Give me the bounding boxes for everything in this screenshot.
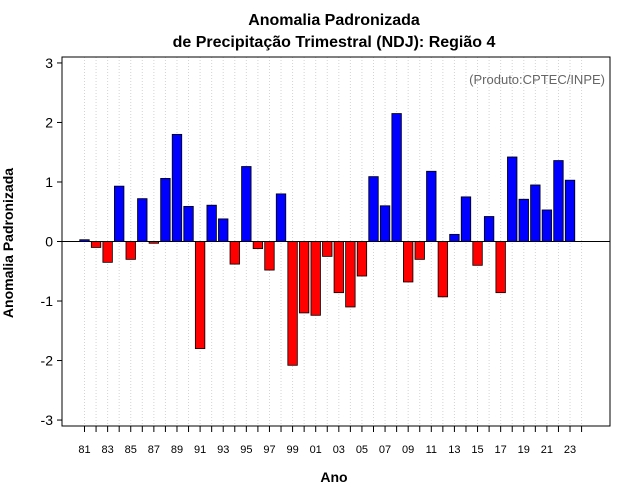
bar-2010: [414, 241, 425, 260]
bar-1986: [137, 198, 148, 242]
x-tick-label: 17: [495, 444, 507, 456]
bar-1999: [287, 241, 298, 366]
y-axis-label: Anomalia Padronizada: [0, 168, 16, 318]
bar-2009: [403, 241, 414, 283]
y-axis: -3 -2 -1 0 1 2 3: [41, 55, 62, 428]
x-tick-label: 15: [471, 444, 483, 456]
bar-2017: [495, 241, 506, 294]
bar-2001: [310, 241, 321, 316]
chart-title-line-1: Anomalia Padronizada: [248, 12, 420, 29]
bar-2006: [368, 176, 379, 242]
bar-1994: [229, 241, 240, 265]
chart-title-line-2: de Precipitação Trimestral (NDJ): Região…: [173, 34, 496, 51]
bar-1995: [241, 166, 252, 242]
x-tick-label: 99: [286, 444, 298, 456]
bar-2018: [507, 156, 518, 242]
bar-2023: [564, 179, 576, 242]
x-tick-label: 83: [101, 444, 113, 456]
x-tick-label: 09: [402, 444, 414, 456]
x-axis-label: Ano: [320, 469, 347, 485]
bar-1998: [275, 193, 287, 242]
bar-2020: [530, 184, 541, 242]
bar-1985: [125, 241, 136, 260]
bar-2000: [298, 241, 310, 314]
source-annotation: (Produto:CPTEC/INPE): [469, 72, 605, 87]
bar-1982: [90, 241, 102, 248]
bar-1989: [171, 133, 183, 242]
x-tick-label: 81: [78, 444, 90, 456]
bar-2003: [333, 241, 344, 294]
bar-2012: [437, 241, 449, 298]
x-tick-label: 95: [240, 444, 252, 456]
x-tick-label: 07: [379, 444, 391, 456]
bar-1983: [102, 241, 113, 263]
bar-1991: [194, 241, 206, 350]
bar-2007: [379, 205, 391, 242]
bar-2014: [460, 196, 472, 242]
bar-1988: [160, 178, 171, 242]
x-tick-label: 91: [194, 444, 206, 456]
bar-2005: [356, 241, 368, 277]
bar-1992: [206, 204, 217, 242]
bar-1990: [183, 205, 194, 242]
bar-2002: [322, 241, 333, 257]
y-tick-label: 1: [45, 174, 53, 190]
bar-2019: [518, 198, 529, 242]
y-tick-label: -2: [41, 353, 54, 369]
x-tick-label: 23: [564, 444, 576, 456]
x-tick-label: 03: [333, 444, 345, 456]
bar-2021: [541, 209, 553, 242]
bar-2015: [472, 241, 483, 266]
bar-2013: [449, 233, 460, 242]
x-tick-label: 11: [426, 444, 437, 456]
x-tick-label: 13: [448, 444, 460, 456]
x-tick-label: 87: [148, 444, 160, 456]
x-tick-label: 01: [310, 444, 322, 456]
x-tick-label: 97: [263, 444, 275, 456]
x-tick-label: 93: [217, 444, 229, 456]
x-tick-label: 21: [541, 444, 553, 456]
bar-2016: [483, 216, 495, 242]
x-tick-label: 89: [171, 444, 183, 456]
x-tick-label: 85: [125, 444, 137, 456]
bar-2022: [553, 160, 564, 242]
x-tick-label: 05: [356, 444, 368, 456]
bar-2008: [391, 113, 402, 242]
bar-1993: [218, 218, 229, 242]
bar-1996: [252, 241, 264, 250]
y-tick-label: -1: [41, 293, 54, 309]
x-axis: 81 83 85 87 89 91 93 95 97 99 01 03 05 07 09 11 13 15 17 19…: [78, 426, 583, 456]
bar-2011: [426, 170, 437, 242]
bar-1997: [264, 241, 275, 271]
y-tick-label: 2: [45, 114, 53, 130]
bar-2004: [345, 241, 356, 308]
y-tick-label: -3: [41, 412, 54, 428]
y-tick-label: 0: [45, 234, 53, 250]
bars: [79, 113, 576, 366]
x-tick-label: 19: [518, 444, 530, 456]
y-tick-label: 3: [45, 55, 53, 71]
bar-1984: [114, 185, 125, 242]
